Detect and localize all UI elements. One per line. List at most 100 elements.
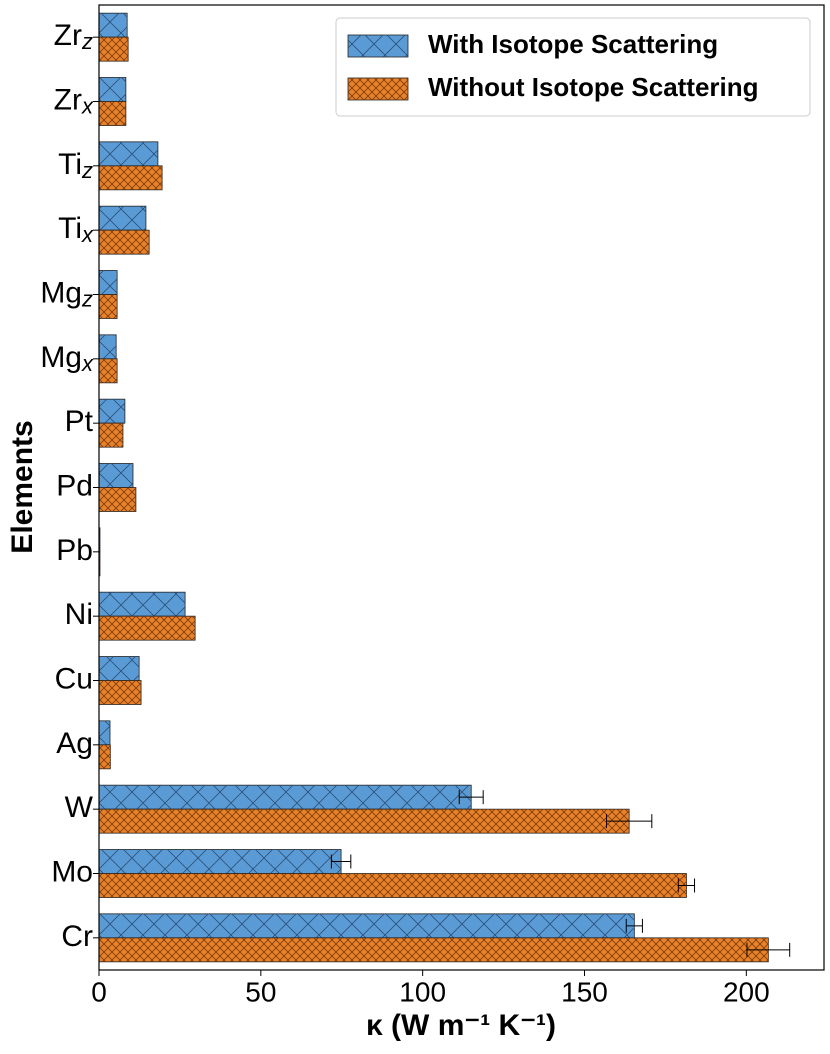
bar-group: [98, 680, 142, 705]
error-bar: [330, 854, 352, 869]
bar-group: [98, 720, 111, 746]
bar-hatch: [99, 101, 126, 126]
y-tick-label: Zrx: [54, 83, 94, 118]
y-tick-label: Mgx: [40, 341, 94, 376]
bar-hatch: [99, 720, 111, 745]
bar-group: [98, 141, 159, 167]
bar-hatch: [99, 358, 118, 383]
bar-hatch: [99, 785, 472, 810]
bar-group: [98, 784, 472, 810]
bar-group: [98, 205, 147, 231]
bar-hatch: [99, 165, 163, 190]
bar-group: [98, 334, 117, 360]
bar-group: [98, 165, 163, 191]
y-tick-label: Pd: [56, 469, 93, 502]
error-bar: [677, 878, 696, 893]
legend-label: With Isotope Scattering: [428, 29, 718, 59]
bar-group: [98, 937, 769, 963]
x-tick-label: 150: [561, 976, 608, 1007]
error-bar: [625, 918, 643, 933]
legend-swatch-hatch: [348, 35, 408, 57]
bar-hatch: [99, 334, 117, 359]
legend: With Isotope Scattering Without Isotope S…: [335, 17, 811, 117]
legend-swatch-hatch: [348, 78, 408, 100]
bar-group: [98, 12, 128, 38]
category-subscript: z: [81, 158, 93, 183]
x-tick-label: 50: [245, 976, 276, 1007]
y-tick-label: Mgz: [40, 276, 93, 311]
legend-label: Without Isotope Scattering: [428, 72, 759, 102]
bar-group: [98, 77, 127, 102]
bar-group: [98, 36, 129, 62]
plot-frame: [98, 4, 825, 971]
x-tick-label: 100: [399, 976, 446, 1007]
category-name: Ti: [58, 212, 82, 245]
bar-group: [98, 808, 630, 834]
bar-group: [98, 744, 111, 770]
bar-hatch: [99, 616, 196, 641]
y-tick-label: Ni: [65, 598, 93, 631]
bar-group: [98, 913, 635, 939]
bar-hatch: [99, 744, 111, 769]
y-tick-label: W: [65, 791, 94, 824]
bar-hatch: [99, 937, 769, 962]
category-subscript: z: [81, 286, 93, 311]
category-name: Ti: [58, 148, 82, 181]
y-tick-label: Cr: [61, 920, 93, 953]
category-subscript: x: [81, 222, 94, 247]
bar-group: [98, 422, 124, 448]
category-name: Pt: [65, 405, 94, 438]
bar-hatch: [99, 141, 158, 166]
bar-group: [98, 463, 134, 488]
y-tick-label: Zrz: [54, 19, 93, 54]
bar-hatch: [99, 399, 125, 424]
bar-hatch: [99, 592, 186, 617]
bar-group: [98, 849, 342, 874]
y-tick-label: Tix: [58, 212, 94, 247]
x-tick-label: 0: [91, 976, 107, 1007]
x-axis-label: κ (W m⁻¹ K⁻¹): [366, 1009, 556, 1042]
bar-group: [98, 487, 137, 512]
category-name: Mg: [40, 341, 82, 374]
category-name: Cr: [61, 920, 93, 953]
category-name: Zr: [54, 83, 82, 116]
y-tick-label: Ag: [56, 727, 93, 760]
bar-group: [98, 873, 687, 898]
category-subscript: x: [81, 351, 94, 376]
y-tick-label: Pt: [65, 405, 94, 438]
y-axis-label: Elements: [6, 420, 39, 553]
bar-hatch: [99, 487, 136, 512]
bar-hatch: [99, 230, 150, 255]
error-bar: [606, 814, 653, 829]
y-tick-label: Pb: [56, 534, 93, 567]
bar-group: [98, 591, 186, 617]
bar-hatch: [99, 13, 128, 38]
bar-hatch: [99, 913, 635, 938]
category-name: Ag: [56, 727, 93, 760]
error-bar: [746, 942, 791, 957]
bar-hatch: [99, 206, 146, 231]
bar-group: [98, 294, 118, 319]
bar-hatch: [99, 809, 630, 834]
category-name: W: [65, 791, 94, 824]
bar-hatch: [99, 294, 118, 319]
bar-hatch: [99, 423, 123, 448]
category-name: Cu: [55, 662, 93, 695]
bar-group: [98, 101, 127, 126]
legend-frame: [335, 17, 811, 117]
category-subscript: z: [81, 29, 93, 54]
bar-hatch: [99, 873, 687, 898]
bar-hatch: [99, 656, 140, 681]
bar-hatch: [99, 680, 142, 705]
category-name: Zr: [54, 19, 82, 52]
bar-hatch: [99, 463, 133, 488]
bar-hatch: [99, 77, 126, 102]
bar-group: [98, 398, 126, 424]
bar-hatch: [99, 849, 342, 874]
category-subscript: x: [81, 93, 94, 118]
bar-group: [98, 656, 140, 681]
category-name: Mo: [51, 855, 93, 888]
bar-group: [98, 270, 118, 295]
